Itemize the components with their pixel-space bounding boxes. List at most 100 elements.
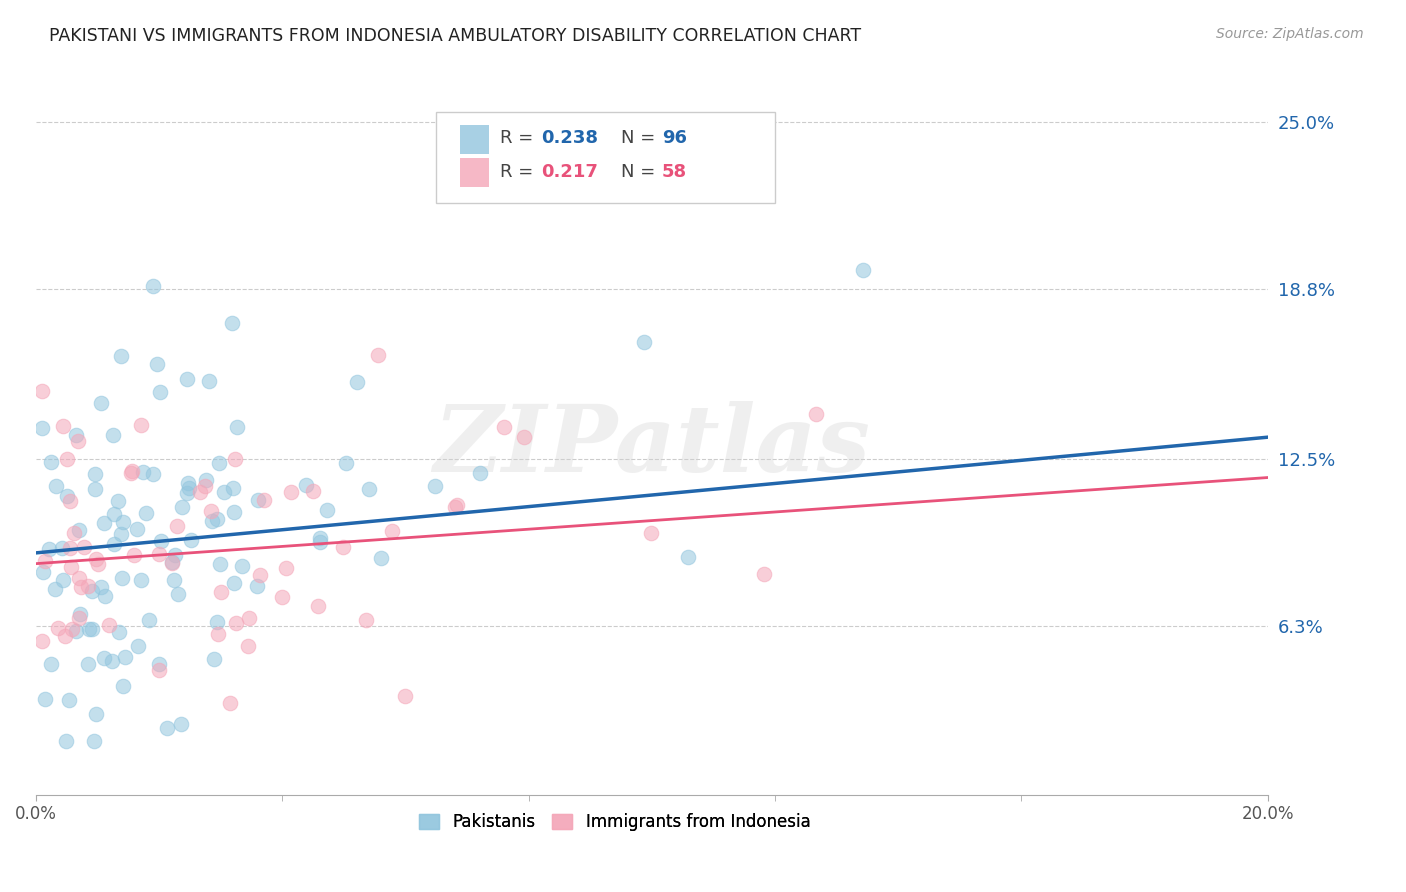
Point <box>200 504 222 518</box>
Point <box>202 652 225 666</box>
Point <box>55 734 77 748</box>
Point <box>31 421 53 435</box>
Point <box>176 372 198 386</box>
Point <box>65 624 87 639</box>
Point <box>98 618 121 632</box>
Point <box>31 565 53 579</box>
Point <box>83 467 105 482</box>
Legend: Pakistanis, Immigrants from Indonesia: Pakistanis, Immigrants from Indonesia <box>412 806 817 838</box>
Point <box>79 622 101 636</box>
Point <box>69 580 91 594</box>
Point <box>110 349 132 363</box>
Point <box>160 555 183 569</box>
Point <box>120 466 142 480</box>
Point <box>146 357 169 371</box>
Point <box>101 654 124 668</box>
Point <box>149 384 172 399</box>
Point <box>221 316 243 330</box>
Point <box>633 334 655 349</box>
Point <box>236 639 259 653</box>
FancyBboxPatch shape <box>460 125 489 154</box>
Point <box>67 434 90 449</box>
Point <box>112 515 135 529</box>
Point <box>34 692 56 706</box>
Point <box>135 506 157 520</box>
Point <box>101 427 124 442</box>
Point <box>222 575 245 590</box>
Point <box>166 519 188 533</box>
Point <box>470 467 492 481</box>
Point <box>60 622 83 636</box>
Point <box>59 494 82 508</box>
Point <box>302 484 325 499</box>
Point <box>381 524 404 538</box>
Point <box>219 696 242 710</box>
Point <box>179 481 201 495</box>
Point <box>60 560 83 574</box>
Point <box>253 492 276 507</box>
Point <box>156 722 179 736</box>
Point <box>148 547 170 561</box>
Point <box>222 481 245 495</box>
Point <box>370 551 392 566</box>
Point <box>308 534 330 549</box>
Point <box>129 418 152 433</box>
Text: PAKISTANI VS IMMIGRANTS FROM INDONESIA AMBULATORY DISABILITY CORRELATION CHART: PAKISTANI VS IMMIGRANTS FROM INDONESIA A… <box>49 27 862 45</box>
Point <box>138 613 160 627</box>
Point <box>446 499 468 513</box>
Point <box>142 279 165 293</box>
Point <box>307 599 329 613</box>
Text: N =: N = <box>621 162 661 181</box>
Point <box>38 541 60 556</box>
Point <box>394 689 416 703</box>
FancyBboxPatch shape <box>436 112 775 203</box>
Point <box>678 549 700 564</box>
Point <box>84 482 107 496</box>
Text: ZIPatlas: ZIPatlas <box>433 401 870 491</box>
Point <box>41 657 63 672</box>
Point <box>52 419 75 434</box>
Point <box>513 430 536 444</box>
Point <box>125 523 148 537</box>
Point <box>167 587 190 601</box>
Point <box>249 568 271 582</box>
Point <box>69 607 91 621</box>
Point <box>94 589 117 603</box>
Point <box>194 479 217 493</box>
Point <box>127 640 149 654</box>
Point <box>198 374 221 388</box>
Point <box>65 428 87 442</box>
Point <box>176 486 198 500</box>
Point <box>110 570 132 584</box>
Point <box>804 407 827 421</box>
Point <box>84 707 107 722</box>
Point <box>114 650 136 665</box>
Text: 0.217: 0.217 <box>541 162 598 181</box>
Point <box>90 580 112 594</box>
Point <box>226 420 249 434</box>
Point <box>86 558 108 572</box>
Point <box>170 500 193 515</box>
Point <box>224 452 246 467</box>
Text: Source: ZipAtlas.com: Source: ZipAtlas.com <box>1216 27 1364 41</box>
Point <box>190 484 212 499</box>
Text: R =: R = <box>501 129 540 147</box>
Point <box>180 533 202 547</box>
Point <box>209 585 232 599</box>
Point <box>45 479 67 493</box>
Point <box>111 679 134 693</box>
Point <box>58 693 80 707</box>
Point <box>121 464 143 478</box>
Point <box>367 347 389 361</box>
Point <box>132 465 155 479</box>
Point <box>51 541 73 555</box>
Point <box>170 717 193 731</box>
Point <box>31 384 53 398</box>
Point <box>56 489 79 503</box>
Point <box>142 467 165 481</box>
Point <box>231 559 253 574</box>
Point <box>280 484 302 499</box>
Point <box>103 537 125 551</box>
Point <box>346 375 368 389</box>
Point <box>212 484 235 499</box>
